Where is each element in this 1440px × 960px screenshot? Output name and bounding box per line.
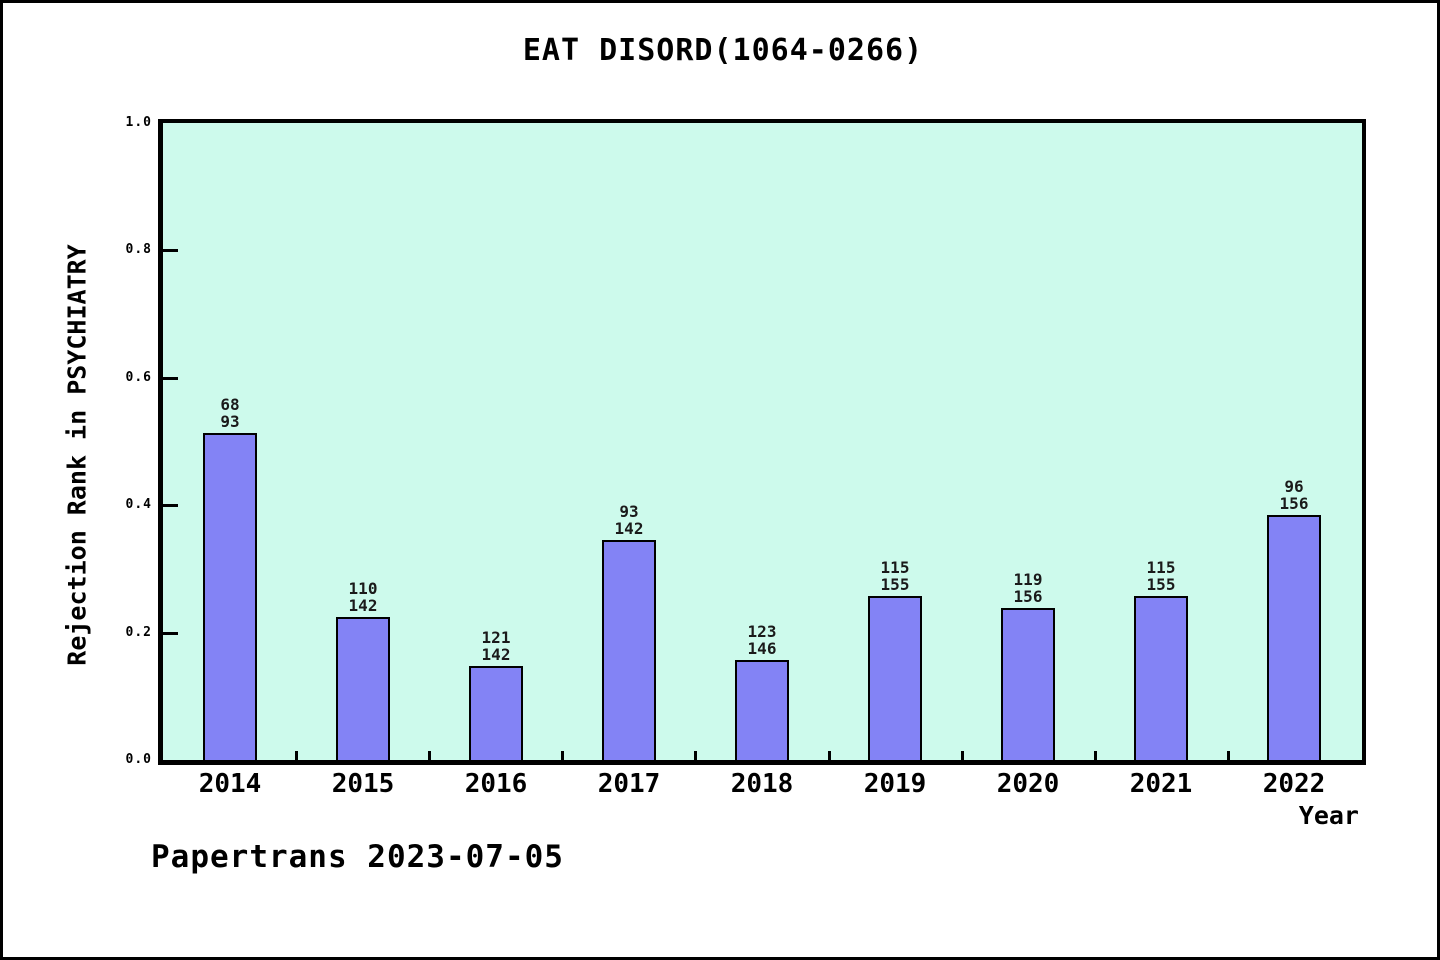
x-axis-tick-label-2021: 2021 [1129,769,1193,799]
plot-area: 68 93 110 142 121 142 93 142 123 146 115 155 1… [158,119,1366,765]
footer-watermark: Papertrans 2023-07-05 [151,839,564,875]
bar-value-label-2016: 121 142 [481,628,511,664]
x-axis-tick-label-2020: 2020 [996,769,1060,799]
x-axis-tick-mark [828,751,831,760]
x-axis-tick-label-2017: 2017 [597,769,661,799]
bar-2019 [868,596,922,760]
x-axis-tick-label-2022: 2022 [1262,769,1326,799]
y-axis-tick-label: 0.4 [125,497,152,512]
bar-value-label-2021: 115 155 [1146,558,1176,594]
y-axis-tick-label: 1.0 [125,115,152,130]
bar-2014 [203,433,257,760]
y-axis-tick-label: 0.6 [125,370,152,385]
bar-value-label-2018: 123 146 [747,622,777,658]
y-axis-tick-label: 0.0 [125,752,152,767]
x-axis-tick-mark [1227,751,1230,760]
bar-2021 [1134,596,1188,760]
x-axis-tick-label-2014: 2014 [198,769,262,799]
y-axis-label: Rejection Rank in PSYCHIATRY [62,244,92,666]
bar-2020 [1001,608,1055,760]
bar-value-label-2020: 119 156 [1013,570,1043,606]
y-axis-tick-label: 0.2 [125,625,152,640]
y-axis-tick-mark [163,632,178,635]
bar-2018 [735,660,789,760]
bar-value-label-2014: 68 93 [220,395,240,431]
bar-value-label-2015: 110 142 [348,579,378,615]
bar-value-label-2017: 93 142 [614,502,644,538]
bar-2016 [469,666,523,760]
bar-value-label-2019: 115 155 [880,558,910,594]
y-axis-tick-mark [163,377,178,380]
bar-value-label-2022: 96 156 [1279,477,1309,513]
y-axis-tick-mark [163,504,178,507]
x-axis-tick-mark [961,751,964,760]
x-axis-title: Year [1298,801,1359,830]
x-axis-tick-label-2016: 2016 [464,769,528,799]
x-axis-tick-label-2019: 2019 [863,769,927,799]
x-axis-tick-label-2018: 2018 [730,769,794,799]
y-axis-tick-label: 0.8 [125,242,152,257]
y-axis-tick-mark [163,249,178,252]
x-axis-tick-mark [428,751,431,760]
x-axis-tick-mark [694,751,697,760]
bar-2017 [602,540,656,760]
x-axis-tick-mark [295,751,298,760]
chart-title: EAT DISORD(1064-0266) [522,33,924,68]
x-axis-tick-mark [561,751,564,760]
bar-2015 [336,617,390,760]
x-axis-tick-mark [1094,751,1097,760]
bar-2022 [1267,515,1321,760]
x-axis-tick-label-2015: 2015 [331,769,395,799]
